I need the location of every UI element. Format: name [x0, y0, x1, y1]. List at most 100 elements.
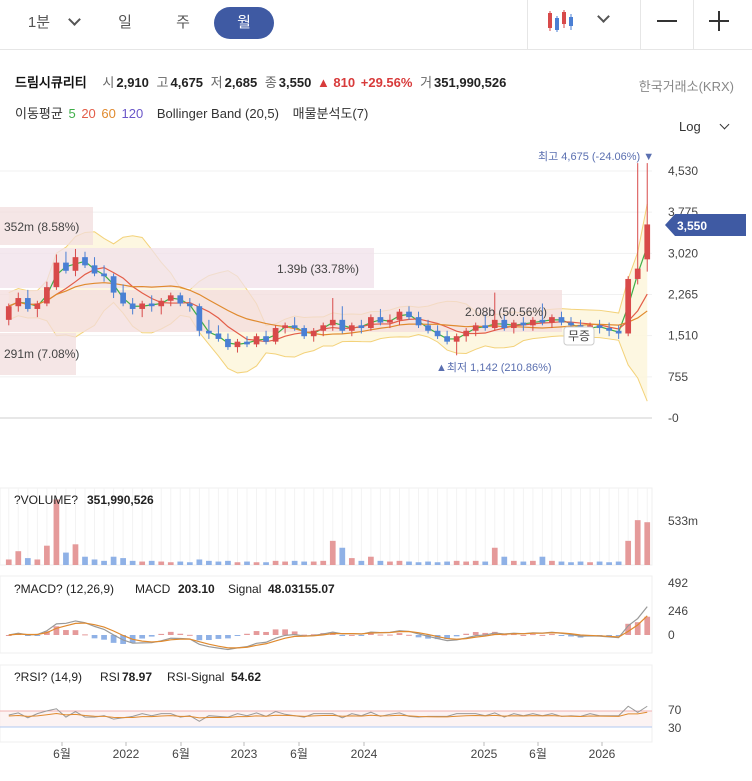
macd-histogram-bar	[158, 633, 165, 635]
candle-body	[263, 336, 269, 342]
candle-body	[348, 325, 355, 331]
volume-bar	[320, 560, 327, 565]
volume-bar	[501, 556, 508, 565]
close-label: 종	[264, 75, 277, 90]
macd-tick-label: 246	[668, 604, 688, 618]
macd-histogram-bar	[444, 635, 450, 640]
candle-body	[110, 276, 117, 293]
rsi-pane-bg	[0, 664, 653, 743]
toolbar-divider	[527, 0, 528, 50]
macd-histogram-bar	[463, 633, 470, 635]
candle-body	[148, 303, 155, 307]
candle-body	[530, 319, 536, 326]
price-tick-label: 2,265	[668, 288, 698, 302]
candle-body	[82, 257, 88, 266]
volume-pane: ?VOLUME? 351,990,526 533m	[0, 487, 698, 566]
macd-histogram-bar	[24, 635, 31, 636]
volume-bar	[139, 561, 146, 565]
macd-histogram-bar	[167, 631, 174, 635]
change-percent: +29.56%	[360, 75, 413, 90]
candle-body	[44, 287, 50, 304]
candle-body	[5, 306, 12, 320]
timeframe-month[interactable]: 월	[214, 7, 274, 39]
timeframe-1min[interactable]: 1분	[27, 14, 51, 31]
stock-name: 드림시큐리티	[15, 75, 87, 90]
timeframe-week[interactable]: 주	[176, 14, 190, 31]
volume-bar	[129, 560, 136, 565]
volume-bar	[34, 559, 41, 565]
profile-label: 291m (7.08%)	[4, 347, 79, 361]
candle-body	[510, 322, 517, 329]
log-scale-toggle[interactable]: Log	[679, 119, 701, 134]
macd-signal-label: Signal	[228, 582, 261, 596]
candle-body	[310, 330, 317, 337]
volume-bar	[301, 561, 308, 565]
price-tick-label: 755	[668, 370, 688, 384]
volume-bar	[263, 562, 269, 565]
rsi-line	[8, 705, 648, 722]
macd-histogram-bar	[549, 634, 555, 636]
candle-body	[167, 295, 174, 301]
macd-histogram-bar	[539, 634, 546, 636]
volume-bar	[377, 560, 384, 565]
current-price-label: 3,550	[677, 219, 707, 233]
candle-body	[101, 273, 107, 277]
candle-body	[472, 325, 479, 331]
volume-bar	[530, 560, 536, 565]
volume-bar	[53, 499, 60, 565]
macd-histogram-bar	[415, 635, 422, 638]
macd-histogram-bar	[530, 634, 536, 636]
event-tag-box	[563, 326, 595, 346]
volume-bar	[215, 561, 222, 565]
macd-histogram-bar	[482, 632, 489, 635]
volume-bar	[358, 560, 365, 565]
high-annotation: 최고 4,675 (-24.06%) ▼	[538, 150, 654, 163]
candle-body	[215, 333, 222, 339]
candle-body	[244, 341, 250, 345]
macd-histogram-bar	[215, 635, 222, 639]
ma-label: 이동평균	[15, 106, 63, 121]
volume-bar	[587, 562, 593, 565]
volume-bar	[329, 540, 336, 565]
timeframe-day[interactable]: 일	[118, 14, 132, 31]
volume-profile-label: 매물분석도(7)	[292, 106, 369, 121]
volume-bar	[15, 551, 22, 565]
candle-body	[644, 224, 651, 260]
candlestick-icon[interactable]	[546, 8, 578, 34]
candle-body	[139, 303, 146, 309]
volume-bar	[406, 561, 412, 565]
candle-body	[339, 319, 346, 331]
candle-body	[206, 330, 212, 334]
volume-bar	[625, 540, 632, 565]
rsi-pane: 70 30 ?RSI? (14,9) RSI 78.97 RSI-Signal 54.62	[0, 664, 682, 743]
profile-label: 2.08b (50.56%)	[465, 305, 547, 319]
price-tick-label: 3,020	[668, 246, 698, 260]
candle-body	[501, 319, 508, 329]
rsi-tick-label: 70	[668, 703, 682, 717]
candle-body	[177, 295, 184, 304]
candle-body	[129, 303, 136, 309]
time-tick-label: 6월	[529, 747, 547, 761]
macd-histogram-bar	[234, 635, 241, 636]
rsi-title: ?RSI? (14,9)	[14, 670, 82, 684]
exchange-label: 한국거래소(KRX)	[638, 79, 734, 94]
candle-body	[596, 325, 603, 329]
macd-pane: 492 246 0 ?MACD? (12,26,9) MACD 203.10 Signal 4…	[0, 575, 688, 654]
time-tick-label: 2023	[231, 747, 258, 761]
macd-histogram-bar	[253, 631, 260, 635]
candle-body	[615, 330, 622, 334]
macd-histogram-bar	[606, 635, 612, 637]
macd-histogram-bar	[501, 634, 508, 636]
minus-icon[interactable]	[657, 20, 677, 22]
macd-histogram-bar	[291, 631, 298, 635]
macd-title: ?MACD? (12,26,9)	[14, 582, 114, 596]
macd-histogram-bar	[91, 635, 98, 639]
macd-histogram-bar	[72, 630, 79, 635]
rsi-signal-value: 54.62	[231, 670, 261, 684]
indicator-legend[interactable]: 이동평균 5 20 60 120 Bollinger Band (20,5) 매…	[15, 103, 370, 122]
volume-bar	[291, 560, 298, 565]
volume-profile-bar	[0, 333, 76, 375]
plus-icon-vertical[interactable]	[718, 11, 720, 31]
time-axis: 6월 2022 6월 2023 6월 2024 2025 6월 2026	[53, 742, 616, 761]
